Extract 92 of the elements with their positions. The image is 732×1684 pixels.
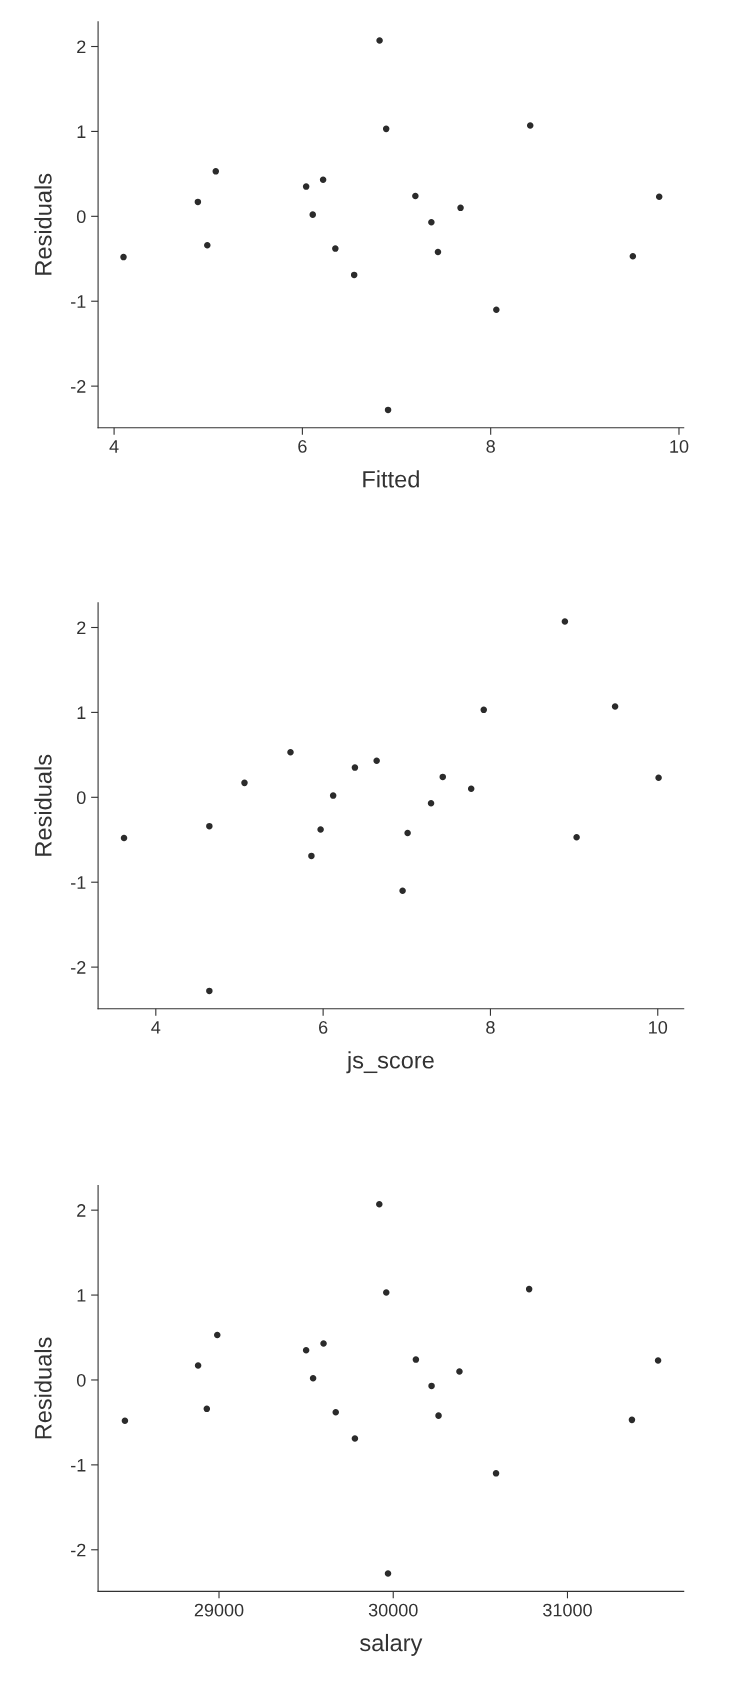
point bbox=[525, 1285, 533, 1293]
point bbox=[628, 1416, 636, 1424]
y-tick-label: 1 bbox=[77, 706, 86, 719]
point bbox=[204, 241, 211, 249]
y-tick-label: 2 bbox=[77, 621, 86, 635]
point bbox=[308, 852, 315, 860]
point bbox=[373, 757, 380, 765]
point bbox=[309, 1375, 317, 1382]
point bbox=[317, 826, 324, 833]
point bbox=[655, 193, 663, 201]
point bbox=[428, 1382, 435, 1390]
point bbox=[456, 1368, 463, 1375]
point bbox=[332, 245, 339, 252]
y-tick-label: 2 bbox=[77, 1204, 86, 1217]
y-tick-label: 1 bbox=[77, 125, 86, 138]
x-tick-label: 30000 bbox=[368, 1603, 418, 1617]
point bbox=[457, 204, 464, 212]
point bbox=[329, 792, 337, 799]
point bbox=[573, 833, 580, 841]
point bbox=[287, 749, 294, 756]
point bbox=[435, 1412, 442, 1419]
y-tick-label: -2 bbox=[71, 1543, 86, 1557]
point bbox=[428, 219, 435, 226]
point bbox=[654, 1357, 662, 1364]
x-tick-label: 8 bbox=[486, 440, 495, 453]
y-tick-label: 2 bbox=[77, 40, 86, 54]
point bbox=[412, 192, 419, 200]
point bbox=[399, 887, 406, 894]
y-tick-label: -2 bbox=[71, 380, 86, 393]
point bbox=[404, 829, 411, 837]
y-axis-title: Residuals bbox=[34, 754, 52, 856]
point bbox=[120, 834, 128, 842]
point bbox=[350, 271, 358, 279]
point bbox=[320, 1340, 327, 1347]
point bbox=[351, 1435, 359, 1442]
point bbox=[194, 198, 202, 206]
point bbox=[206, 987, 213, 995]
x-tick-label: 4 bbox=[151, 1021, 161, 1034]
point bbox=[561, 618, 569, 625]
y-tick-label: -1 bbox=[71, 295, 86, 308]
point bbox=[384, 1570, 392, 1577]
x-tick-label: 6 bbox=[298, 440, 307, 453]
x-axis-title: js_score bbox=[346, 1051, 434, 1074]
point bbox=[384, 406, 392, 414]
point bbox=[376, 1200, 383, 1208]
point bbox=[467, 785, 475, 793]
point bbox=[383, 1289, 390, 1296]
y-tick-label: 0 bbox=[76, 210, 86, 224]
x-axis-title: Fitted bbox=[363, 470, 419, 488]
point bbox=[332, 1408, 339, 1416]
y-tick-label: 0 bbox=[76, 791, 86, 805]
point bbox=[480, 706, 487, 714]
y-tick-label: 0 bbox=[76, 1373, 86, 1387]
point bbox=[120, 253, 127, 261]
point bbox=[412, 1356, 420, 1363]
point bbox=[526, 122, 534, 129]
point bbox=[241, 779, 248, 787]
x-tick-label: 8 bbox=[486, 1021, 495, 1034]
point bbox=[434, 248, 442, 256]
y-tick-label: -1 bbox=[71, 876, 86, 889]
point bbox=[439, 773, 447, 781]
x-tick-label: 29000 bbox=[194, 1603, 244, 1617]
point bbox=[382, 125, 390, 133]
y-tick-label: -2 bbox=[71, 961, 86, 974]
point bbox=[351, 764, 359, 771]
y-tick-label: -1 bbox=[71, 1458, 86, 1472]
point bbox=[194, 1362, 202, 1369]
point bbox=[376, 37, 383, 44]
point bbox=[655, 774, 662, 782]
point bbox=[319, 176, 327, 184]
point bbox=[302, 1346, 310, 1354]
x-tick-label: 6 bbox=[319, 1021, 328, 1034]
y-tick-label: 1 bbox=[77, 1289, 86, 1302]
point bbox=[427, 799, 435, 807]
x-tick-label: 31000 bbox=[543, 1603, 592, 1617]
point bbox=[214, 1331, 221, 1339]
point bbox=[302, 183, 310, 190]
point bbox=[206, 822, 213, 830]
y-axis-title: Residuals bbox=[34, 1337, 52, 1439]
point bbox=[212, 168, 220, 175]
x-tick-label: 10 bbox=[670, 440, 689, 453]
point bbox=[309, 211, 316, 218]
point bbox=[121, 1417, 129, 1424]
x-tick-label: 4 bbox=[109, 440, 119, 453]
point bbox=[611, 703, 619, 710]
point bbox=[493, 306, 500, 313]
point bbox=[492, 1470, 500, 1477]
y-axis-title: Residuals bbox=[34, 173, 52, 275]
x-tick-label: 10 bbox=[649, 1021, 668, 1034]
x-axis-title: salary bbox=[360, 1633, 423, 1656]
point bbox=[203, 1405, 211, 1413]
point bbox=[629, 252, 637, 260]
